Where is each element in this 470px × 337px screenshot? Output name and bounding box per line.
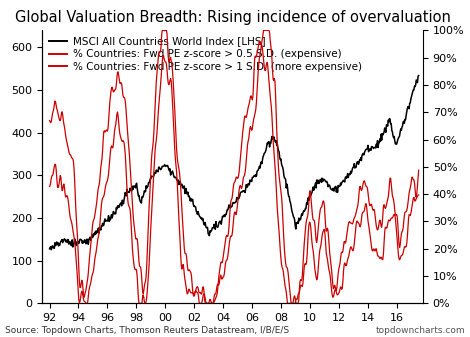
Title: Global Valuation Breadth: Rising incidence of overvaluation: Global Valuation Breadth: Rising inciden… [15, 10, 451, 25]
Legend: MSCI All Countries World Index [LHS], % Countries: Fwd PE z-score > 0.5 S.D. (ex: MSCI All Countries World Index [LHS], % … [47, 35, 362, 73]
Text: topdowncharts.com: topdowncharts.com [376, 326, 465, 335]
Text: Source: Topdown Charts, Thomson Reuters Datastream, I/B/E/S: Source: Topdown Charts, Thomson Reuters … [5, 326, 289, 335]
